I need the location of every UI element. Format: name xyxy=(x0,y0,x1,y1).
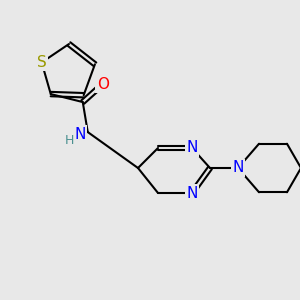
Text: N: N xyxy=(232,160,244,175)
Text: N: N xyxy=(186,185,198,200)
Text: O: O xyxy=(97,76,109,92)
Text: S: S xyxy=(37,55,46,70)
Text: N: N xyxy=(74,127,85,142)
Text: N: N xyxy=(186,140,198,155)
Text: H: H xyxy=(65,134,74,147)
